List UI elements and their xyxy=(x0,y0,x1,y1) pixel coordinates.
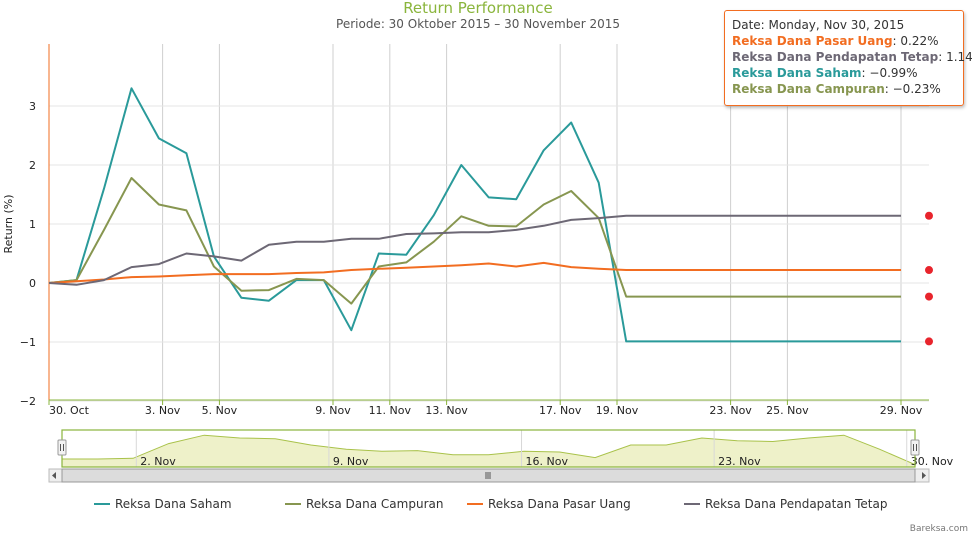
series-end-marker[interactable] xyxy=(925,292,933,301)
x-tick-label: 23. Nov xyxy=(709,404,752,417)
navigator-label: 2. Nov xyxy=(140,455,176,468)
tooltip-series-name: Reksa Dana Pasar Uang xyxy=(732,34,893,48)
x-tick-label: 11. Nov xyxy=(369,404,412,417)
series-end-marker[interactable] xyxy=(925,337,933,346)
series-end-marker[interactable] xyxy=(925,266,933,275)
x-tick-label: 17. Nov xyxy=(539,404,582,417)
navigator-label: 30. Nov xyxy=(911,455,954,468)
y-tick-label: 0 xyxy=(29,277,36,290)
navigator-label: 23. Nov xyxy=(718,455,761,468)
legend-item-0[interactable]: Reksa Dana Saham xyxy=(115,497,232,511)
series-lines xyxy=(48,87,933,346)
tooltip-series-value: : −0.99% xyxy=(861,66,918,80)
navigator-label: 9. Nov xyxy=(333,455,369,468)
y-tick-label: 1 xyxy=(29,218,36,231)
legend: Reksa Dana Saham Reksa Dana Campuran Reksa… xyxy=(94,497,887,511)
tooltip: Date: Monday, Nov 30, 2015 Reksa Dana Pa… xyxy=(724,10,972,106)
x-tick-label: 19. Nov xyxy=(596,404,639,417)
series-line-0[interactable] xyxy=(48,87,901,343)
navigator-area xyxy=(61,434,916,468)
navigator-label: 16. Nov xyxy=(526,455,569,468)
y-ticks: −2 −1 0 1 2 3 xyxy=(20,100,36,408)
tooltip-series-value: : 1.14% xyxy=(938,50,972,64)
tooltip-date: Date: Monday, Nov 30, 2015 xyxy=(732,18,905,32)
x-tick-label: 3. Nov xyxy=(145,404,181,417)
series-line-2[interactable] xyxy=(48,261,901,284)
series-end-marker[interactable] xyxy=(925,211,933,220)
navigator[interactable]: 2. Nov 9. Nov 16. Nov 23. Nov 30. Nov xyxy=(48,429,954,483)
y-tick-label: −2 xyxy=(20,395,36,408)
scroll-left-arrow-icon[interactable] xyxy=(52,472,56,479)
x-tick-label: 9. Nov xyxy=(315,404,351,417)
x-tick-label: 13. Nov xyxy=(425,404,468,417)
tooltip-series-name: Reksa Dana Pendapatan Tetap xyxy=(732,50,939,64)
y-tick-label: 2 xyxy=(29,159,36,172)
x-tick-label: 25. Nov xyxy=(766,404,809,417)
scroll-right-arrow-icon[interactable] xyxy=(922,472,926,479)
chart-title: Return Performance xyxy=(403,0,553,17)
tooltip-row: Reksa Dana Pasar Uang: 0.22% xyxy=(732,33,956,49)
tooltip-row: Reksa Dana Campuran: −0.23% xyxy=(732,81,956,97)
y-tick-label: 3 xyxy=(29,100,36,113)
x-tick-label: 29. Nov xyxy=(880,404,923,417)
legend-item-1[interactable]: Reksa Dana Campuran xyxy=(306,497,443,511)
tooltip-series-value: : −0.23% xyxy=(884,82,941,96)
tooltip-row: Reksa Dana Pendapatan Tetap: 1.14% xyxy=(732,49,972,65)
x-tick-label: 30. Oct xyxy=(49,404,90,417)
series-line-3[interactable] xyxy=(48,214,901,286)
legend-item-2[interactable]: Reksa Dana Pasar Uang xyxy=(488,497,631,511)
tooltip-series-name: Reksa Dana Saham xyxy=(732,66,862,80)
x-tick-label: 5. Nov xyxy=(202,404,238,417)
x-ticks: 30. Oct 3. Nov 5. Nov 9. Nov 11. Nov 13. Nov 1… xyxy=(48,400,923,417)
tooltip-series-value: : 0.22% xyxy=(892,34,939,48)
navigator-handle-left[interactable] xyxy=(57,439,67,456)
y-axis-label: Return (%) xyxy=(2,194,15,253)
legend-item-3[interactable]: Reksa Dana Pendapatan Tetap xyxy=(705,497,887,511)
tooltip-rows: Reksa Dana Pasar Uang: 0.22% Reksa Dana P… xyxy=(732,33,972,97)
navigator-handle-right[interactable] xyxy=(910,439,920,456)
chart-subtitle: Periode: 30 Oktober 2015 – 30 November 2… xyxy=(336,17,620,31)
tooltip-series-name: Reksa Dana Campuran xyxy=(732,82,885,96)
series-line-1[interactable] xyxy=(48,177,901,305)
y-tick-label: −1 xyxy=(20,336,36,349)
credit-text[interactable]: Bareksa.com xyxy=(910,524,968,534)
tooltip-row: Reksa Dana Saham: −0.99% xyxy=(732,65,956,81)
